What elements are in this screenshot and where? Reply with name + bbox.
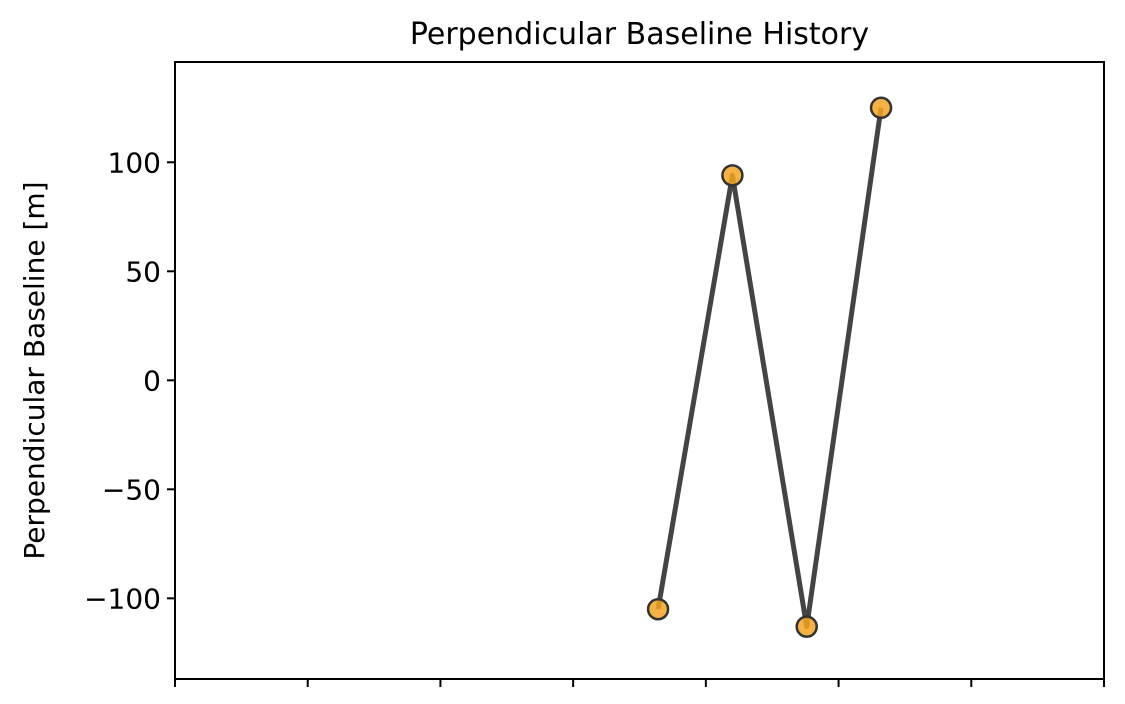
series-line (655, 107, 884, 630)
data-point (721, 164, 744, 187)
x-axis (174, 679, 1105, 687)
plot-frame (174, 61, 1105, 680)
chart-title: Perpendicular Baseline History (410, 17, 869, 52)
y-tick-label: −100 (84, 582, 161, 615)
y-tick-label: −50 (102, 473, 161, 506)
y-axis-label: Perpendicular Baseline [m] (18, 181, 51, 559)
y-tick-label: 100 (108, 146, 161, 179)
data-point (869, 96, 893, 120)
y-axis: 100 50 0 −50 −100 (84, 146, 175, 615)
y-tick-label: 0 (143, 364, 161, 397)
data-point (646, 597, 670, 621)
data-point (795, 615, 818, 638)
y-tick-label: 50 (125, 255, 161, 288)
series-group (646, 96, 893, 638)
